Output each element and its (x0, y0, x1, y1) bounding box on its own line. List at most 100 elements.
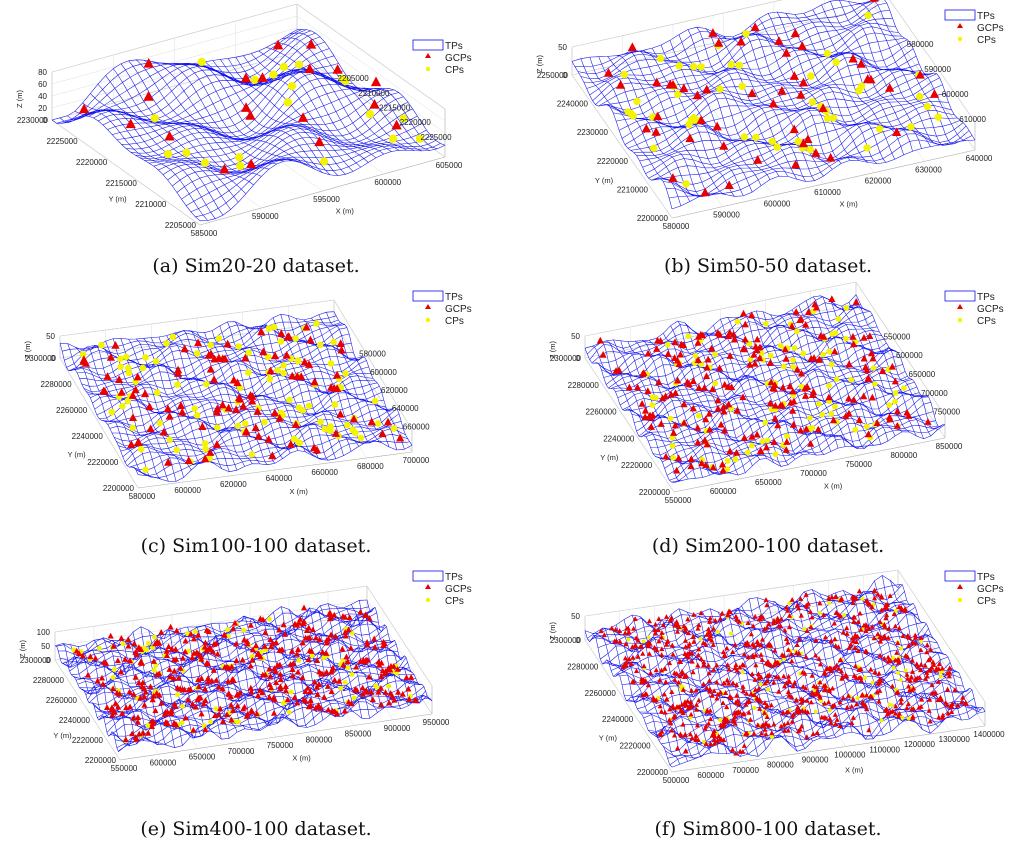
gcp-marker (892, 127, 902, 137)
legend-tp-swatch (412, 290, 444, 302)
gcp-marker (860, 334, 868, 341)
gcp-marker (289, 666, 296, 673)
gcp-marker (926, 708, 932, 713)
cp-marker (758, 350, 765, 357)
gcp-marker (641, 663, 647, 669)
gcp-marker (187, 630, 195, 637)
z-axis-label: Z (m) (18, 640, 27, 658)
gcp-marker (229, 676, 236, 682)
gcp-marker (312, 445, 322, 454)
gcp-marker (651, 127, 661, 136)
gcp-marker (205, 628, 212, 635)
cp-marker (213, 706, 219, 712)
gcp-marker (811, 300, 819, 308)
gcp-marker (927, 646, 934, 652)
gcp-marker (744, 640, 750, 645)
gcp-marker (918, 703, 924, 709)
right-tick-label: 700000 (921, 389, 948, 398)
cp-marker (186, 648, 191, 654)
gcp-marker (640, 679, 646, 685)
gcp-marker (803, 134, 813, 144)
x-axis-label: X (m) (336, 207, 355, 216)
gcp-marker (307, 688, 314, 695)
gcp-marker (647, 640, 653, 646)
gcp-marker (143, 58, 154, 68)
gcp-marker (653, 345, 661, 352)
cp-marker (249, 654, 255, 660)
gcp-marker (647, 413, 655, 421)
gcp-marker (816, 655, 822, 661)
gcp-marker (852, 595, 858, 601)
cp-marker (357, 434, 365, 442)
gcp-marker (881, 633, 887, 639)
legend-cp-marker (957, 597, 963, 603)
gcp-marker (685, 616, 691, 622)
gcp-marker (786, 382, 794, 390)
cp-marker (765, 687, 771, 692)
cp-marker (852, 426, 859, 433)
gcp-marker (659, 728, 665, 734)
gcp-marker (319, 670, 326, 677)
gcp-marker (682, 732, 688, 737)
z-tick-label: 50 (558, 43, 567, 52)
gcp-marker (680, 721, 686, 727)
gcp-marker (349, 414, 358, 423)
right-tick-label: 580000 (359, 350, 386, 359)
gcp-marker (117, 668, 125, 675)
gcp-marker (98, 674, 106, 681)
cp-marker (319, 157, 329, 166)
gcp-marker (132, 673, 139, 680)
tick-labels: 5000006000007000008000009000001000000110… (550, 612, 1005, 785)
gcp-marker (306, 335, 315, 344)
gcp-marker (789, 658, 795, 664)
caption-a: (a) Sim20-20 dataset. (152, 255, 360, 277)
mesh-line (841, 305, 931, 437)
x-tick-label: 800000 (306, 735, 333, 744)
cp-marker (758, 682, 763, 687)
x-tick-label: 1200000 (904, 740, 936, 749)
cp-marker (286, 396, 293, 404)
cp-marker (752, 705, 757, 710)
cp-marker (832, 58, 840, 66)
gcp-marker (685, 643, 692, 649)
gcp-marker (747, 88, 757, 98)
gcp-marker (156, 691, 163, 698)
cp-marker (365, 110, 375, 119)
gcp-marker (720, 426, 729, 434)
gcp-marker (708, 28, 718, 37)
gcp-marker (328, 688, 335, 695)
mesh-line (296, 29, 446, 146)
cp-marker (828, 361, 835, 368)
gcp-marker (927, 655, 934, 661)
gcp-marker (125, 118, 136, 129)
gcp-marker (918, 662, 924, 667)
gcp-marker (337, 345, 346, 354)
gcp-marker (163, 652, 171, 659)
gcp-marker (923, 676, 929, 681)
gcp-marker (867, 349, 876, 357)
gcp-marker (746, 360, 754, 368)
gcp-marker (276, 626, 283, 633)
mesh-line (281, 37, 430, 151)
cp-marker (163, 340, 170, 347)
gcp-marker (905, 683, 912, 689)
gcp-marker (741, 651, 747, 657)
cp-marker (855, 696, 860, 701)
gcp-marker (902, 606, 908, 611)
gcp-marker (657, 420, 665, 427)
mesh-line (587, 296, 859, 355)
gcp-marker (657, 677, 663, 683)
cp-marker (192, 629, 198, 634)
gcp-marker (626, 629, 632, 635)
cp-marker (915, 92, 924, 101)
gcp-marker (659, 646, 665, 652)
gcp-marker (751, 730, 757, 736)
cp-marker (374, 684, 380, 690)
gcp-marker (869, 604, 875, 610)
gcp-marker (745, 654, 751, 660)
gcp-marker (762, 443, 771, 451)
cp-marker (182, 148, 191, 157)
cp-marker (374, 420, 382, 427)
